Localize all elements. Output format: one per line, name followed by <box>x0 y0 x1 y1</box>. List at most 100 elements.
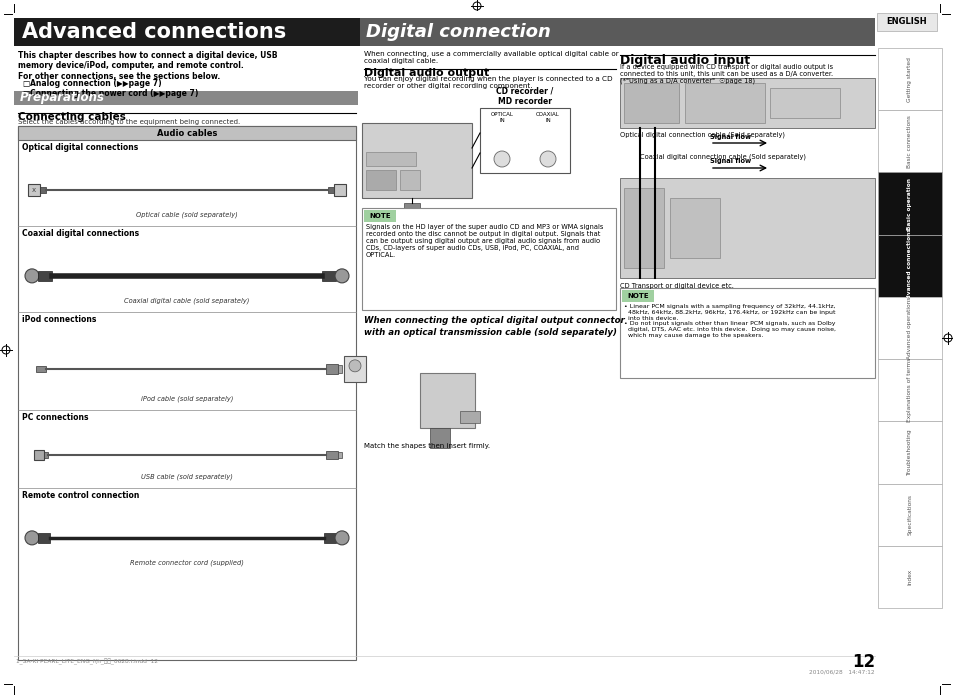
Bar <box>459 411 479 423</box>
Bar <box>877 484 941 546</box>
Text: Remote control connection: Remote control connection <box>22 491 139 500</box>
Bar <box>479 108 569 173</box>
Bar <box>877 48 941 110</box>
Bar <box>18 126 355 660</box>
Bar <box>36 366 46 372</box>
Text: 1_SA-KI PEARL_LITE_ENG_f(h_命令_0628.i.indd  12: 1_SA-KI PEARL_LITE_ENG_f(h_命令_0628.i.ind… <box>16 659 158 665</box>
Text: Analog connection (▶▶page 7): Analog connection (▶▶page 7) <box>30 79 161 88</box>
Bar <box>769 88 840 118</box>
Bar <box>18 126 355 140</box>
Circle shape <box>335 531 349 545</box>
Text: Optical digital connection cable (Sold separately): Optical digital connection cable (Sold s… <box>619 131 784 138</box>
Text: Select the cables according to the equipment being connected.: Select the cables according to the equip… <box>18 119 240 125</box>
Bar <box>877 297 941 359</box>
Bar <box>619 78 874 128</box>
Bar <box>619 288 874 378</box>
Bar <box>14 91 357 105</box>
Bar <box>359 18 874 46</box>
Bar <box>361 208 616 310</box>
Bar <box>621 290 654 302</box>
Text: Basic operation: Basic operation <box>906 177 911 230</box>
Text: iPod cable (sold separately): iPod cable (sold separately) <box>141 395 233 402</box>
Bar <box>38 533 50 543</box>
Text: Optical cable (sold separately): Optical cable (sold separately) <box>136 211 237 218</box>
Text: □: □ <box>22 89 30 98</box>
Text: iPod connections: iPod connections <box>22 315 96 324</box>
Text: When connecting the optical digital output connector: When connecting the optical digital outp… <box>364 316 624 325</box>
Text: Signal flow: Signal flow <box>709 134 750 140</box>
Text: Basic connections: Basic connections <box>906 115 911 168</box>
Text: Coaxial digital connections: Coaxial digital connections <box>22 229 139 238</box>
Bar <box>328 187 334 193</box>
Text: Index: Index <box>906 569 911 585</box>
Text: NOTE: NOTE <box>369 213 391 219</box>
Text: Connecting the power cord (▶▶page 7): Connecting the power cord (▶▶page 7) <box>30 89 198 98</box>
Text: 2010/06/28   14:47:12: 2010/06/28 14:47:12 <box>808 669 874 674</box>
Text: You can enjoy digital recording when the player is connected to a CD
recorder or: You can enjoy digital recording when the… <box>364 76 612 89</box>
Text: Getting started: Getting started <box>906 57 911 101</box>
Text: Advanced connections: Advanced connections <box>906 228 911 303</box>
Bar <box>877 172 941 235</box>
Text: PC connections: PC connections <box>22 413 89 422</box>
Text: OPTICAL
IN: OPTICAL IN <box>490 112 513 123</box>
Text: COAXIAL
IN: COAXIAL IN <box>536 112 559 123</box>
Bar <box>364 210 395 222</box>
Text: Signals on the HD layer of the super audio CD and MP3 or WMA signals
recorded on: Signals on the HD layer of the super aud… <box>366 224 602 258</box>
Text: Connecting cables: Connecting cables <box>18 112 126 122</box>
Bar <box>28 184 40 196</box>
Text: Advanced operations: Advanced operations <box>906 297 911 359</box>
Bar <box>877 110 941 172</box>
Text: Digital audio output: Digital audio output <box>364 68 489 78</box>
Bar <box>366 170 395 190</box>
Bar <box>877 235 941 297</box>
Bar <box>334 184 346 196</box>
Text: Specifications: Specifications <box>906 494 911 535</box>
Text: USB cable (sold separately): USB cable (sold separately) <box>141 473 233 480</box>
Text: Audio cables: Audio cables <box>156 128 217 138</box>
Bar <box>876 13 936 31</box>
Text: CD Transport or digital device etc.: CD Transport or digital device etc. <box>619 283 733 289</box>
Text: Signal flow: Signal flow <box>709 158 750 164</box>
Bar <box>14 18 874 46</box>
Text: Coaxial digital cable (sold separately): Coaxial digital cable (sold separately) <box>124 297 250 304</box>
Circle shape <box>25 269 39 283</box>
Bar <box>344 356 366 382</box>
Text: NOTE: NOTE <box>626 293 648 299</box>
Bar <box>337 365 341 373</box>
Bar <box>877 422 941 484</box>
Text: 12: 12 <box>851 653 874 671</box>
Text: ENGLISH: ENGLISH <box>885 17 926 27</box>
Text: • Linear PCM signals with a sampling frequency of 32kHz, 44.1kHz,
  48kHz, 64kHz: • Linear PCM signals with a sampling fre… <box>623 304 835 338</box>
Bar <box>877 546 941 608</box>
Text: If a device equipped with CD transport or digital audio output is
connected to t: If a device equipped with CD transport o… <box>619 64 832 84</box>
Circle shape <box>335 269 349 283</box>
Text: CD recorder /
MD recorder: CD recorder / MD recorder <box>496 87 553 106</box>
Text: Troubleshooting: Troubleshooting <box>906 429 911 476</box>
Text: Optical digital connections: Optical digital connections <box>22 143 138 152</box>
Bar <box>623 188 663 268</box>
Text: Digital connection: Digital connection <box>366 23 550 41</box>
Circle shape <box>494 151 510 167</box>
Text: with an optical transmission cable (sold separately): with an optical transmission cable (sold… <box>364 328 617 337</box>
Text: □: □ <box>22 79 30 88</box>
Bar <box>324 533 335 543</box>
Text: Remote connector cord (supplied): Remote connector cord (supplied) <box>130 559 244 566</box>
Bar <box>399 170 419 190</box>
Bar <box>326 451 337 459</box>
Text: x: x <box>31 187 36 193</box>
Text: Digital audio input: Digital audio input <box>619 54 749 67</box>
Text: Preparations: Preparations <box>20 91 105 105</box>
Text: When connecting, use a commercially available optical digital cable or
coaxial d: When connecting, use a commercially avai… <box>364 51 618 64</box>
Circle shape <box>25 531 39 545</box>
Bar <box>40 187 46 193</box>
Bar <box>326 364 337 374</box>
Bar <box>44 452 48 459</box>
Bar <box>419 373 475 428</box>
Bar <box>877 359 941 422</box>
Bar <box>619 178 874 278</box>
Bar <box>361 123 472 198</box>
Bar <box>38 271 52 281</box>
Text: Match the shapes then insert firmly.: Match the shapes then insert firmly. <box>364 443 490 449</box>
Bar <box>366 152 416 166</box>
Text: Advanced connections: Advanced connections <box>22 22 286 42</box>
